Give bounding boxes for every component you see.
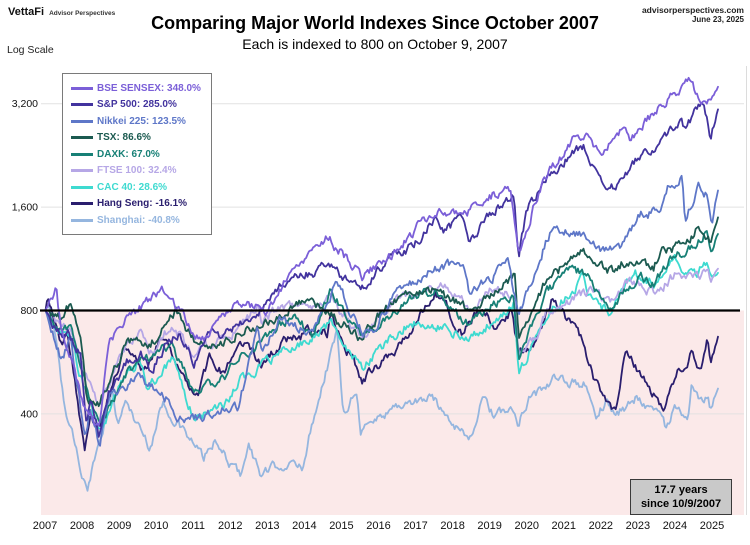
x-tick-2008: 2008 — [70, 520, 94, 532]
legend-label-tsx: TSX: 86.6% — [97, 132, 151, 144]
y-tick-800: 800 — [20, 305, 38, 317]
x-tick-2016: 2016 — [366, 520, 390, 532]
legend-swatch-tsx — [71, 136, 93, 140]
chart-subtitle: Each is indexed to 800 on October 9, 200… — [242, 36, 508, 52]
x-tick-2010: 2010 — [144, 520, 168, 532]
series-line-daxk — [44, 230, 719, 424]
legend-label-s-p-500: S&P 500: 285.0% — [97, 99, 177, 111]
x-tick-2011: 2011 — [181, 520, 205, 532]
x-tick-2014: 2014 — [292, 520, 316, 532]
x-tick-2009: 2009 — [107, 520, 131, 532]
legend-swatch-shanghai — [71, 218, 93, 222]
elapsed-since-date: since 10/9/2007 — [640, 498, 722, 510]
x-tick-2018: 2018 — [440, 520, 464, 532]
legend-item-s-p-500: S&P 500: 285.0% — [71, 97, 211, 114]
legend-label-bse-sensex: BSE SENSEX: 348.0% — [97, 82, 201, 94]
legend-label-ftse-100: FTSE 100: 32.4% — [97, 165, 177, 177]
legend-label-cac-40: CAC 40: 28.6% — [97, 181, 168, 193]
site-url: advisorperspectives.com — [641, 5, 744, 15]
legend-label-shanghai: Shanghai: -40.8% — [97, 214, 180, 226]
logo-advisor-perspectives: Advisor Perspectives — [49, 10, 116, 17]
legend-swatch-hang-seng — [71, 202, 93, 206]
legend-swatch-bse-sensex — [71, 86, 93, 90]
log-scale-label: Log Scale — [7, 44, 54, 56]
chart-title: Comparing Major World Indexes Since Octo… — [151, 13, 599, 33]
x-tick-2019: 2019 — [477, 520, 501, 532]
x-tick-2024: 2024 — [663, 520, 687, 532]
series-line-nikkei-225 — [44, 174, 719, 447]
legend-swatch-daxk — [71, 152, 93, 156]
report-date: June 23, 2025 — [691, 15, 744, 24]
y-tick-3200: 3,200 — [12, 98, 38, 110]
legend-swatch-nikkei-225 — [71, 119, 93, 123]
legend-label-hang-seng: Hang Seng: -16.1% — [97, 198, 188, 210]
x-tick-2020: 2020 — [514, 520, 538, 532]
legend-label-daxk: DAXK: 67.0% — [97, 148, 160, 160]
header-right: advisorperspectives.com June 23, 2025 — [642, 5, 744, 25]
series-line-s-p-500 — [44, 102, 719, 438]
legend-item-hang-seng: Hang Seng: -16.1% — [71, 196, 211, 213]
legend-item-nikkei-225: Nikkei 225: 123.5% — [71, 113, 211, 130]
x-tick-2012: 2012 — [218, 520, 242, 532]
legend-swatch-cac-40 — [71, 185, 93, 189]
x-tick-2007: 2007 — [33, 520, 57, 532]
x-tick-2013: 2013 — [255, 520, 279, 532]
x-tick-2021: 2021 — [552, 520, 576, 532]
legend-item-ftse-100: FTSE 100: 32.4% — [71, 163, 211, 180]
legend-swatch-ftse-100 — [71, 169, 93, 173]
series-line-bse-sensex — [44, 76, 719, 427]
legend: BSE SENSEX: 348.0% S&P 500: 285.0% Nikkei … — [62, 73, 212, 235]
legend-item-daxk: DAXK: 67.0% — [71, 146, 211, 163]
x-tick-2023: 2023 — [626, 520, 650, 532]
legend-item-cac-40: CAC 40: 28.6% — [71, 179, 211, 196]
y-tick-400: 400 — [20, 408, 38, 420]
x-tick-2025: 2025 — [700, 520, 724, 532]
legend-item-bse-sensex: BSE SENSEX: 348.0% — [71, 80, 211, 97]
logo-vettafi: VettaFi — [8, 6, 45, 18]
legend-item-shanghai: Shanghai: -40.8% — [71, 212, 211, 229]
elapsed-time-box: 17.7 years since 10/9/2007 — [630, 479, 732, 515]
legend-label-nikkei-225: Nikkei 225: 123.5% — [97, 115, 186, 127]
x-tick-2022: 2022 — [589, 520, 613, 532]
x-tick-2017: 2017 — [403, 520, 427, 532]
elapsed-years: 17.7 years — [654, 484, 708, 496]
legend-item-tsx: TSX: 86.6% — [71, 130, 211, 147]
logo: VettaFi Advisor Perspectives — [8, 6, 115, 18]
legend-swatch-s-p-500 — [71, 103, 93, 107]
x-tick-2015: 2015 — [329, 520, 353, 532]
y-tick-1600: 1,600 — [12, 202, 38, 214]
